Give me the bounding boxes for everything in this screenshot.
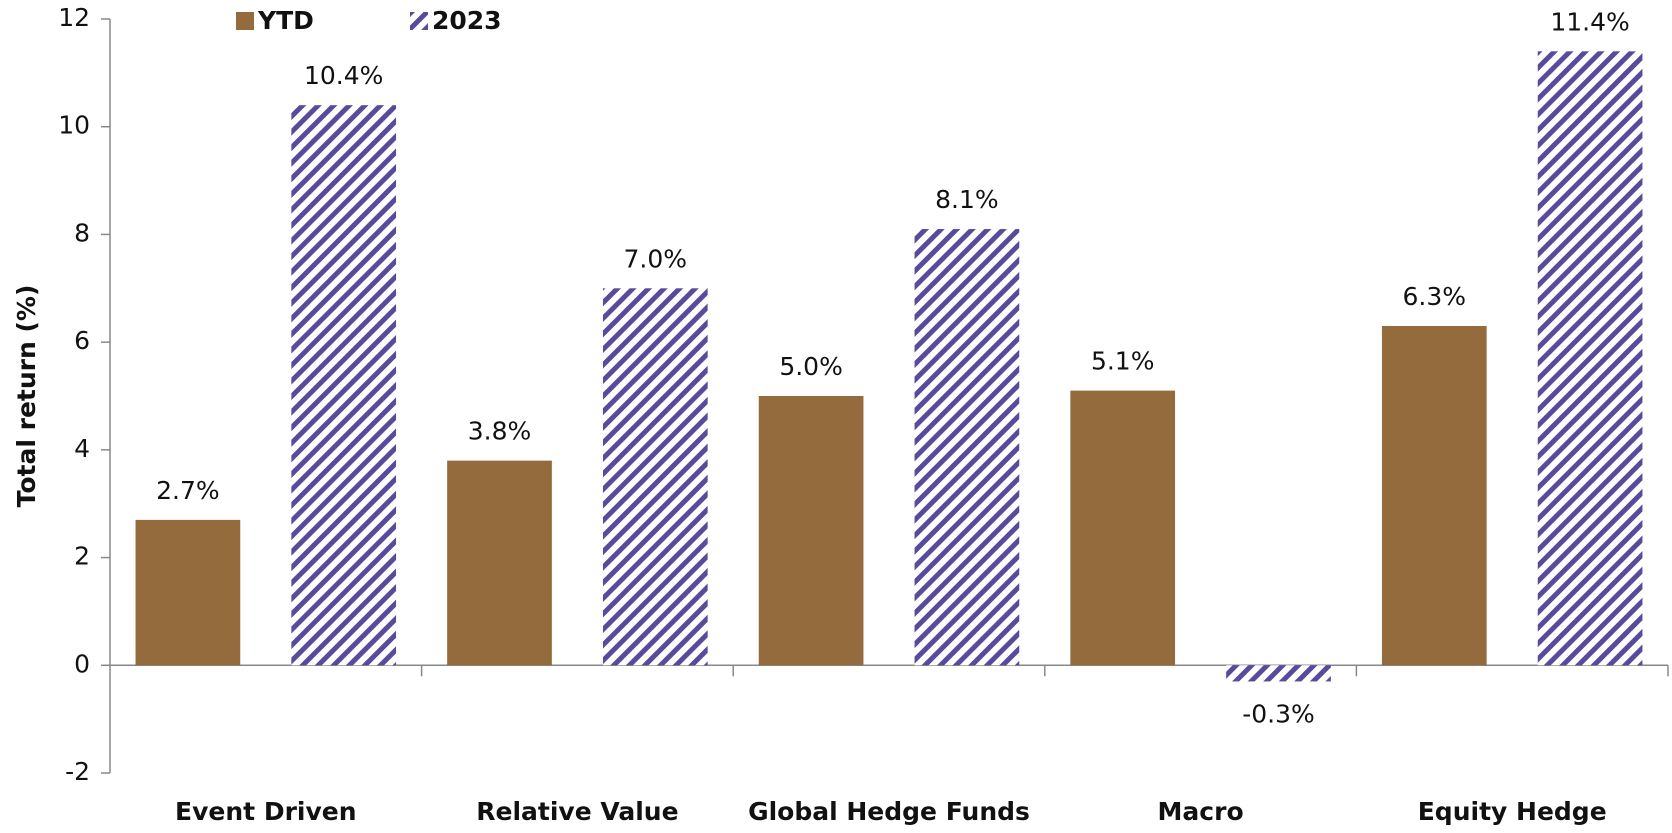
bar bbox=[135, 519, 241, 666]
data-label: 2.7% bbox=[156, 476, 220, 505]
y-tick-label: -2 bbox=[65, 757, 90, 786]
data-label: 11.4% bbox=[1550, 7, 1629, 36]
y-tick-label: 0 bbox=[74, 649, 90, 678]
x-tick-label: Global Hedge Funds bbox=[748, 797, 1030, 826]
y-tick-label: 10 bbox=[58, 111, 90, 140]
data-label: 3.8% bbox=[468, 417, 532, 446]
data-label: 6.3% bbox=[1403, 282, 1467, 311]
y-tick-label: 2 bbox=[74, 542, 90, 571]
bar bbox=[1537, 51, 1643, 666]
y-tick-label: 4 bbox=[74, 434, 90, 463]
bar bbox=[1381, 325, 1487, 666]
data-label: 5.0% bbox=[779, 352, 843, 381]
legend-swatch bbox=[410, 12, 428, 30]
x-tick-label: Event Driven bbox=[175, 797, 356, 826]
bar bbox=[1226, 665, 1331, 682]
x-tick-label: Macro bbox=[1158, 797, 1244, 826]
bar bbox=[602, 288, 708, 666]
data-label: 5.1% bbox=[1091, 347, 1155, 376]
y-tick-label: 6 bbox=[74, 326, 90, 355]
bar bbox=[447, 460, 552, 666]
legend-label: 2023 bbox=[432, 6, 502, 35]
x-tick-label: Relative Value bbox=[476, 797, 678, 826]
y-tick-label: 8 bbox=[74, 218, 90, 247]
bar bbox=[914, 229, 1020, 666]
data-label: 10.4% bbox=[304, 61, 383, 90]
bar bbox=[291, 105, 397, 666]
legend-swatch bbox=[236, 12, 254, 30]
bar bbox=[1070, 390, 1176, 666]
data-label: 8.1% bbox=[935, 185, 999, 214]
data-label: -0.3% bbox=[1242, 699, 1315, 728]
x-tick-label: Equity Hedge bbox=[1418, 797, 1607, 826]
y-tick-label: 12 bbox=[58, 3, 90, 32]
bar bbox=[758, 396, 864, 666]
legend-label: YTD bbox=[257, 6, 314, 35]
data-label: 7.0% bbox=[624, 244, 688, 273]
y-axis-label: Total return (%) bbox=[12, 285, 41, 508]
